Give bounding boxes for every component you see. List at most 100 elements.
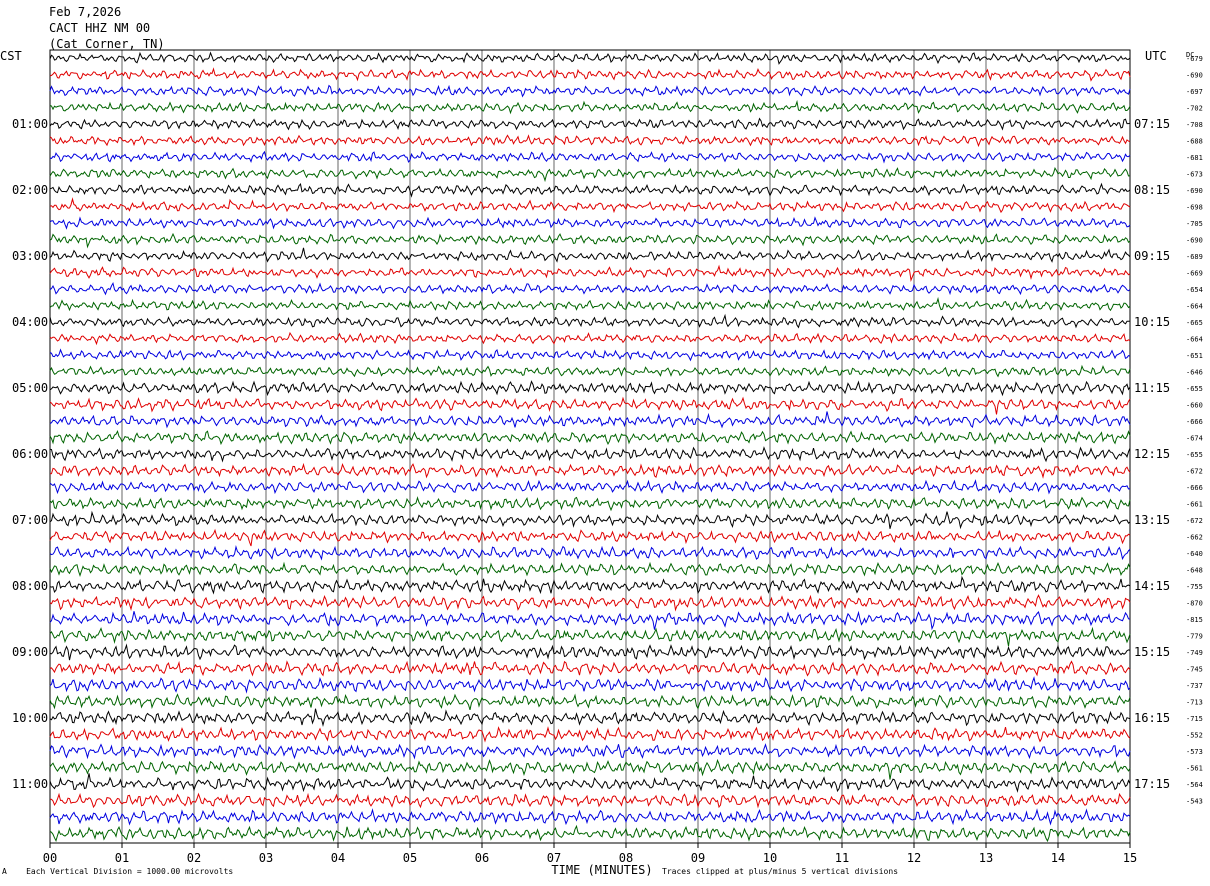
clip-note: Traces clipped at plus/minus 5 vertical … <box>662 867 899 876</box>
trace-row-36 <box>49 643 1131 661</box>
left-hour-label: 04:00 <box>12 315 48 329</box>
scale-note: A Each Vertical Division = 1000.00 micro… <box>2 867 233 876</box>
dc-offset-label: -655 <box>1186 385 1203 393</box>
trace-row-45 <box>49 792 1131 809</box>
dc-offset-label: -688 <box>1186 138 1203 146</box>
left-hour-label: 05:00 <box>12 381 48 395</box>
right-axis-title: UTC <box>1145 49 1167 63</box>
dc-offset-label: -662 <box>1186 534 1203 542</box>
trace-row-43 <box>49 758 1131 780</box>
x-tick-label: 06 <box>475 851 489 865</box>
dc-offset-label: -666 <box>1186 484 1203 492</box>
dc-offset-label: -697 <box>1186 88 1203 96</box>
dc-offset-label: -715 <box>1186 715 1203 723</box>
trace-row-33 <box>49 594 1131 612</box>
left-hour-label: 07:00 <box>12 513 48 527</box>
x-tick-label: 13 <box>979 851 993 865</box>
dc-offset-label: -681 <box>1186 154 1203 162</box>
x-tick-label: 03 <box>259 851 273 865</box>
dc-offset-label: -661 <box>1186 501 1203 509</box>
dc-offset-label: -654 <box>1186 286 1203 294</box>
x-tick-label: 00 <box>43 851 57 865</box>
trace-row-17 <box>49 331 1131 346</box>
dc-offset-label: -690 <box>1186 72 1203 80</box>
dc-offset-label: -737 <box>1186 682 1203 690</box>
trace-row-38 <box>49 676 1131 694</box>
trace-row-4 <box>49 117 1131 131</box>
trace-row-27 <box>49 496 1131 512</box>
trace-row-39 <box>49 693 1131 711</box>
label-layer: CST UTC DC TIME (MINUTES) 00 01 02 03 04 05 06… <box>0 49 1203 877</box>
left-hour-label: 02:00 <box>12 183 48 197</box>
date-label: Feb 7,2026 <box>49 5 122 19</box>
trace-row-16 <box>49 313 1131 329</box>
right-hour-label: 12:15 <box>1134 447 1170 461</box>
trace-row-3 <box>49 99 1131 115</box>
trace-row-35 <box>49 626 1131 647</box>
right-hour-label: 14:15 <box>1134 579 1170 593</box>
trace-row-47 <box>49 824 1131 843</box>
dc-offset-label: -745 <box>1186 666 1203 674</box>
dc-offset-label: -648 <box>1186 567 1203 575</box>
dc-offset-label: -689 <box>1186 253 1203 261</box>
right-hour-label: 16:15 <box>1134 711 1170 725</box>
x-tick-label: 14 <box>1051 851 1065 865</box>
x-tick-label: 10 <box>763 851 777 865</box>
dc-offset-label: -749 <box>1186 649 1203 657</box>
trace-layer <box>49 51 1131 843</box>
dc-offset-label: -646 <box>1186 369 1203 377</box>
trace-row-2 <box>49 84 1131 98</box>
dc-offset-label: -690 <box>1186 187 1203 195</box>
dc-offset-label: -640 <box>1186 550 1203 558</box>
trace-row-8 <box>49 182 1131 198</box>
trace-row-6 <box>49 150 1131 164</box>
trace-row-40 <box>49 708 1131 727</box>
dc-offset-label: -708 <box>1186 121 1203 129</box>
left-hour-label: 01:00 <box>12 117 48 131</box>
trace-row-37 <box>49 660 1131 677</box>
trace-row-5 <box>49 134 1131 148</box>
trace-row-0 <box>49 51 1131 65</box>
dc-offset-label: -698 <box>1186 204 1203 212</box>
x-tick-label: 12 <box>907 851 921 865</box>
x-tick-label: 02 <box>187 851 201 865</box>
x-tick-label: 01 <box>115 851 129 865</box>
x-tick-label: 07 <box>547 851 561 865</box>
trace-row-29 <box>49 528 1131 547</box>
trace-row-31 <box>49 561 1131 577</box>
dc-offset-label: -561 <box>1186 765 1203 773</box>
trace-row-14 <box>49 281 1131 296</box>
dc-offset-label: -779 <box>1186 633 1203 641</box>
x-tick-label: 09 <box>691 851 705 865</box>
right-hour-label: 10:15 <box>1134 315 1170 329</box>
trace-row-1 <box>49 67 1131 82</box>
right-hour-label: 13:15 <box>1134 513 1170 527</box>
right-hour-label: 17:15 <box>1134 777 1170 791</box>
x-tick-label: 05 <box>403 851 417 865</box>
dc-offset-label: -666 <box>1186 418 1203 426</box>
trace-row-20 <box>49 380 1131 397</box>
dc-offset-label: -651 <box>1186 352 1203 360</box>
trace-row-46 <box>49 808 1131 826</box>
trace-row-42 <box>49 743 1131 760</box>
x-axis-label: TIME (MINUTES) <box>551 863 652 877</box>
trace-row-21 <box>49 396 1131 415</box>
dc-offset-label: -674 <box>1186 435 1203 443</box>
right-hour-label: 15:15 <box>1134 645 1170 659</box>
right-hour-label: 07:15 <box>1134 117 1170 131</box>
dc-offset-label: -705 <box>1186 220 1203 228</box>
x-tick-label: 11 <box>835 851 849 865</box>
chart-header: Feb 7,2026 CACT HHZ NM 00 (Cat Corner, T… <box>49 4 165 52</box>
left-hour-label: 03:00 <box>12 249 48 263</box>
plot-frame <box>49 49 1131 844</box>
trace-row-24 <box>49 446 1131 463</box>
trace-row-22 <box>49 411 1131 429</box>
dc-offset-label: -665 <box>1186 319 1203 327</box>
dc-offset-label: -564 <box>1186 781 1203 789</box>
dc-offset-label: -702 <box>1186 105 1203 113</box>
trace-row-26 <box>49 479 1131 495</box>
trace-row-9 <box>49 197 1131 214</box>
dc-offset-label: -664 <box>1186 303 1203 311</box>
dc-offset-label: -713 <box>1186 699 1203 707</box>
dc-offset-label: -669 <box>1186 270 1203 278</box>
